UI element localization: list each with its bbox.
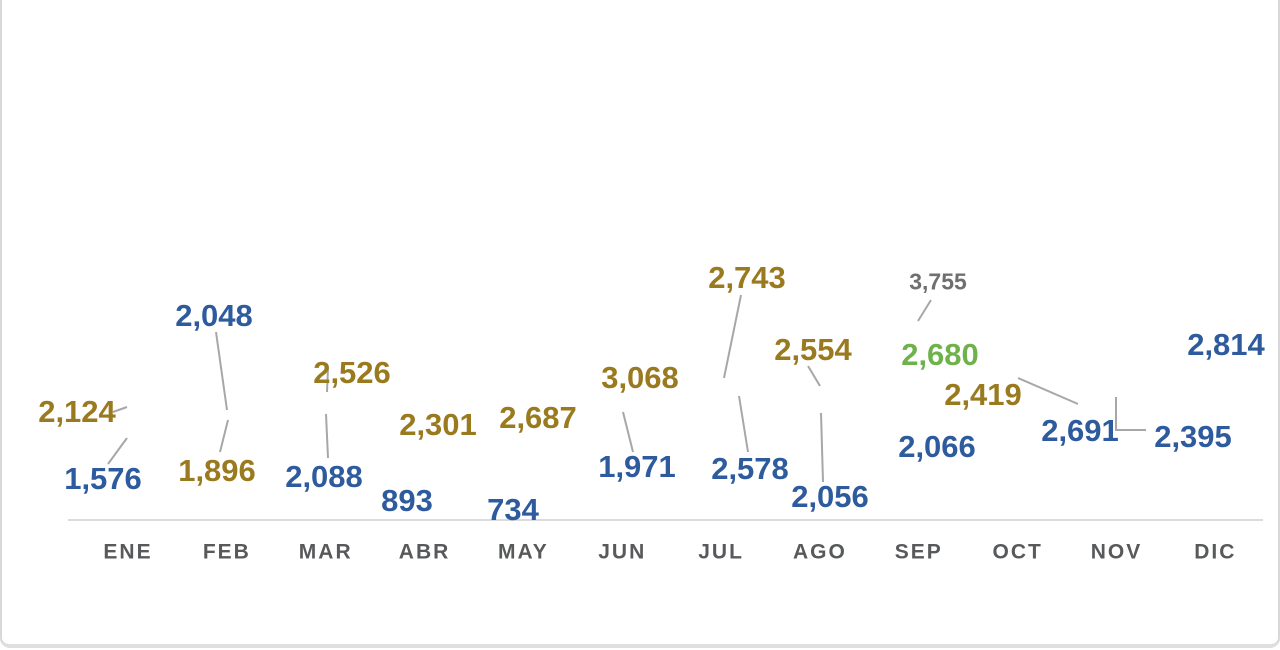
- point-label: 2,691: [1041, 413, 1119, 448]
- point-label: 1,896: [178, 453, 256, 488]
- point-label: 2,048: [175, 298, 253, 333]
- point-label: 2,066: [898, 429, 976, 464]
- point-label: 2,395: [1154, 419, 1232, 454]
- point-label: 2,301: [399, 407, 477, 442]
- point-label: 2,814: [1187, 327, 1265, 362]
- label-leader-line: [325, 413, 329, 459]
- label-leader-line: [326, 367, 329, 393]
- point-label: 1,576: [64, 461, 142, 496]
- label-leader-line: [219, 419, 229, 453]
- label-leader-line: [112, 406, 128, 413]
- point-label: 2,056: [791, 479, 869, 514]
- x-axis-label: NOV: [1091, 541, 1143, 564]
- label-leader-line: [723, 294, 742, 379]
- label-leader-line: [1115, 397, 1146, 431]
- label-leader-line: [807, 365, 821, 387]
- label-leader-line: [820, 412, 824, 483]
- x-axis-label: FEB: [203, 541, 251, 564]
- point-label: 2,419: [944, 377, 1022, 412]
- x-axis-label: SEP: [895, 541, 943, 564]
- point-label: 734: [487, 492, 539, 527]
- x-axis-label: MAR: [299, 541, 353, 564]
- label-leader-line: [622, 411, 634, 453]
- label-leader-line: [1017, 377, 1079, 405]
- x-axis-label: ENE: [103, 541, 152, 564]
- point-label: 3,068: [601, 360, 679, 395]
- point-label: 2,578: [711, 451, 789, 486]
- label-leader-line: [738, 395, 749, 453]
- label-leader-line: [917, 299, 932, 322]
- x-axis-label: JUN: [598, 541, 646, 564]
- point-label: 2,088: [285, 459, 363, 494]
- point-label: 2,554: [774, 332, 852, 367]
- label-leader-line: [215, 331, 228, 411]
- point-label: 2,743: [708, 260, 786, 295]
- point-label: 1,971: [598, 449, 676, 484]
- point-label: 3,755: [909, 268, 967, 294]
- x-axis-label: OCT: [992, 541, 1042, 564]
- x-axis-label: AGO: [793, 541, 847, 564]
- x-axis-label: DIC: [1194, 541, 1236, 564]
- x-axis-label: JUL: [698, 541, 744, 564]
- point-label: 2,124: [38, 394, 116, 429]
- point-label: 2,687: [499, 400, 577, 435]
- x-axis-label: MAY: [498, 541, 549, 564]
- point-label: 2,526: [313, 355, 391, 390]
- point-label: 2,680: [901, 337, 979, 372]
- point-label: 893: [381, 483, 433, 518]
- x-axis-label: ABR: [399, 541, 451, 564]
- label-leader-line: [107, 437, 128, 465]
